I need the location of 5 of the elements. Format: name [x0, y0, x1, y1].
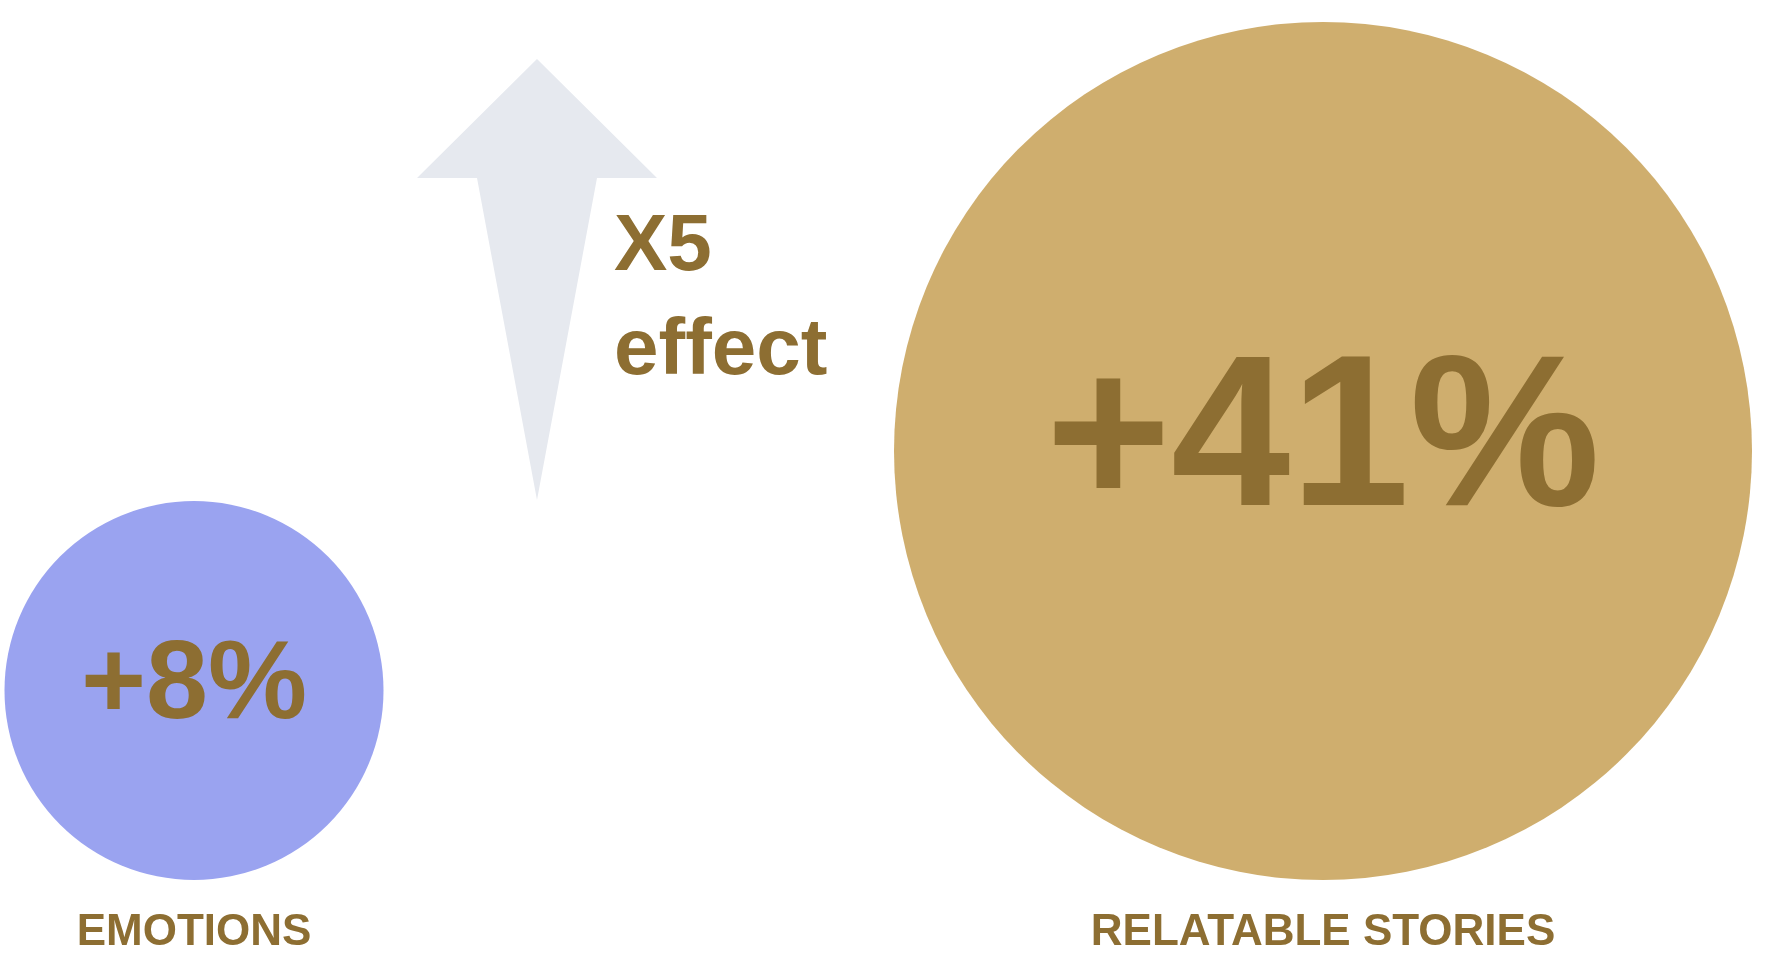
data-label: +8% — [80, 617, 308, 743]
text: X5 effect — [614, 198, 828, 391]
data-label: +41% — [1045, 310, 1601, 550]
category-label: RELATABLE STORIES — [1090, 905, 1556, 954]
category-label: EMOTIONS — [76, 905, 312, 954]
